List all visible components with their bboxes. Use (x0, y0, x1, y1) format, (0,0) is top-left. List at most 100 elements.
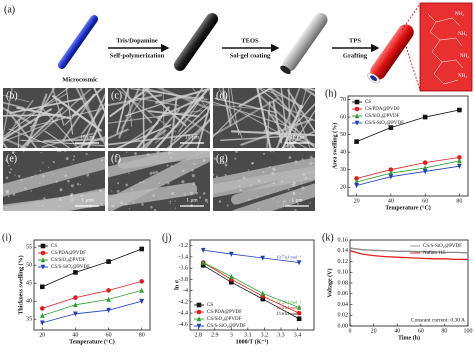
fiber (3, 101, 25, 109)
fiber (3, 94, 30, 103)
grain (239, 188, 242, 192)
marker (229, 279, 234, 285)
fiber (156, 96, 205, 119)
fiber (304, 88, 315, 92)
grain (153, 208, 157, 211)
fiber (196, 101, 210, 148)
legend-marker (196, 323, 202, 329)
grain (213, 173, 215, 176)
x-tick-label: 40 (72, 332, 78, 338)
grain (42, 174, 45, 178)
grain (59, 151, 62, 153)
y-axis-label: Thickness swelling (%) (17, 255, 24, 314)
legend-marker (196, 309, 202, 315)
fiber (3, 191, 105, 211)
fiber (213, 108, 242, 138)
grain (242, 176, 246, 180)
fibers (213, 88, 315, 148)
panel-label: (b) (6, 90, 18, 101)
grain (132, 201, 135, 204)
x-tick-label: 2.8 (195, 332, 203, 338)
fibers (3, 88, 105, 148)
grain (20, 178, 23, 181)
marker (388, 167, 394, 172)
grain (309, 202, 311, 204)
x-axis-label: Temperature (°C) (385, 204, 431, 211)
fiber (3, 119, 59, 143)
grain (296, 202, 299, 205)
plot-frame (33, 239, 151, 331)
grain (300, 182, 303, 184)
fiber (73, 135, 105, 148)
series-line (42, 281, 142, 309)
grain (154, 156, 156, 158)
grain (111, 204, 115, 208)
y-axis-label: Area swelling (%) (331, 123, 338, 169)
grain (86, 173, 90, 177)
marker (106, 259, 111, 264)
grain (60, 188, 63, 190)
grain (41, 204, 44, 207)
fiber (169, 96, 178, 148)
marker (296, 310, 302, 316)
fiber (178, 118, 210, 148)
grain (309, 162, 313, 165)
grain (196, 153, 199, 155)
micrograph: (e) 1 μm (3, 151, 105, 211)
grain (167, 181, 170, 185)
series-line (356, 165, 460, 186)
y-tick-label: 0.10 (338, 270, 349, 276)
grain (58, 206, 60, 208)
grain (42, 162, 44, 164)
scale-label: 10 μm (80, 134, 95, 140)
group-label: NH₂ (460, 54, 469, 59)
grain (39, 169, 42, 172)
grain (5, 206, 7, 209)
grain (288, 156, 292, 160)
grain (17, 174, 21, 178)
micrographs: (b)10 μm(c)10 μm(d)10 μm(e)1 μm(f)1 μm(g… (3, 88, 315, 211)
fiber (148, 88, 210, 104)
fiber (183, 116, 210, 135)
series-line (42, 300, 142, 324)
legend-marker (40, 250, 46, 256)
marker (139, 287, 145, 293)
panel-label: (f) (111, 153, 121, 164)
chart: (i) 20 40 60 80 35 40 45 50 55 Temperature (°C) Thi… (2, 232, 151, 345)
fibers (108, 88, 210, 148)
reagent: TPS (349, 37, 361, 44)
fiber (136, 106, 170, 148)
fiber (142, 88, 145, 148)
grain (108, 181, 109, 183)
grain (192, 162, 194, 164)
marker (354, 139, 359, 144)
scale-label: 10 μm (290, 134, 305, 140)
grain (85, 153, 88, 156)
group-label: NH₂ (458, 32, 467, 37)
fiber (3, 141, 8, 148)
fiber (238, 88, 273, 108)
process: Sol-gel coating (230, 52, 271, 59)
series-line (203, 264, 300, 320)
fiber (268, 88, 304, 109)
series-line (42, 248, 142, 288)
grain (80, 194, 83, 198)
y-tick-label: 0.06 (338, 291, 349, 297)
grain (65, 157, 69, 161)
process: Self-polymerization (110, 52, 165, 59)
fiber (262, 110, 271, 148)
fiber (9, 97, 84, 114)
fiber (108, 128, 129, 140)
x-tick-label: 0 (349, 328, 352, 334)
grain (152, 194, 155, 197)
marker (422, 114, 428, 120)
y-axis-label: ln σ (174, 279, 180, 290)
fiber (290, 109, 315, 148)
grain (11, 151, 15, 154)
y-tick-label: 30 (340, 167, 346, 173)
marker (422, 160, 428, 165)
grain (128, 207, 131, 210)
grain (152, 171, 156, 175)
fiber (3, 137, 28, 148)
